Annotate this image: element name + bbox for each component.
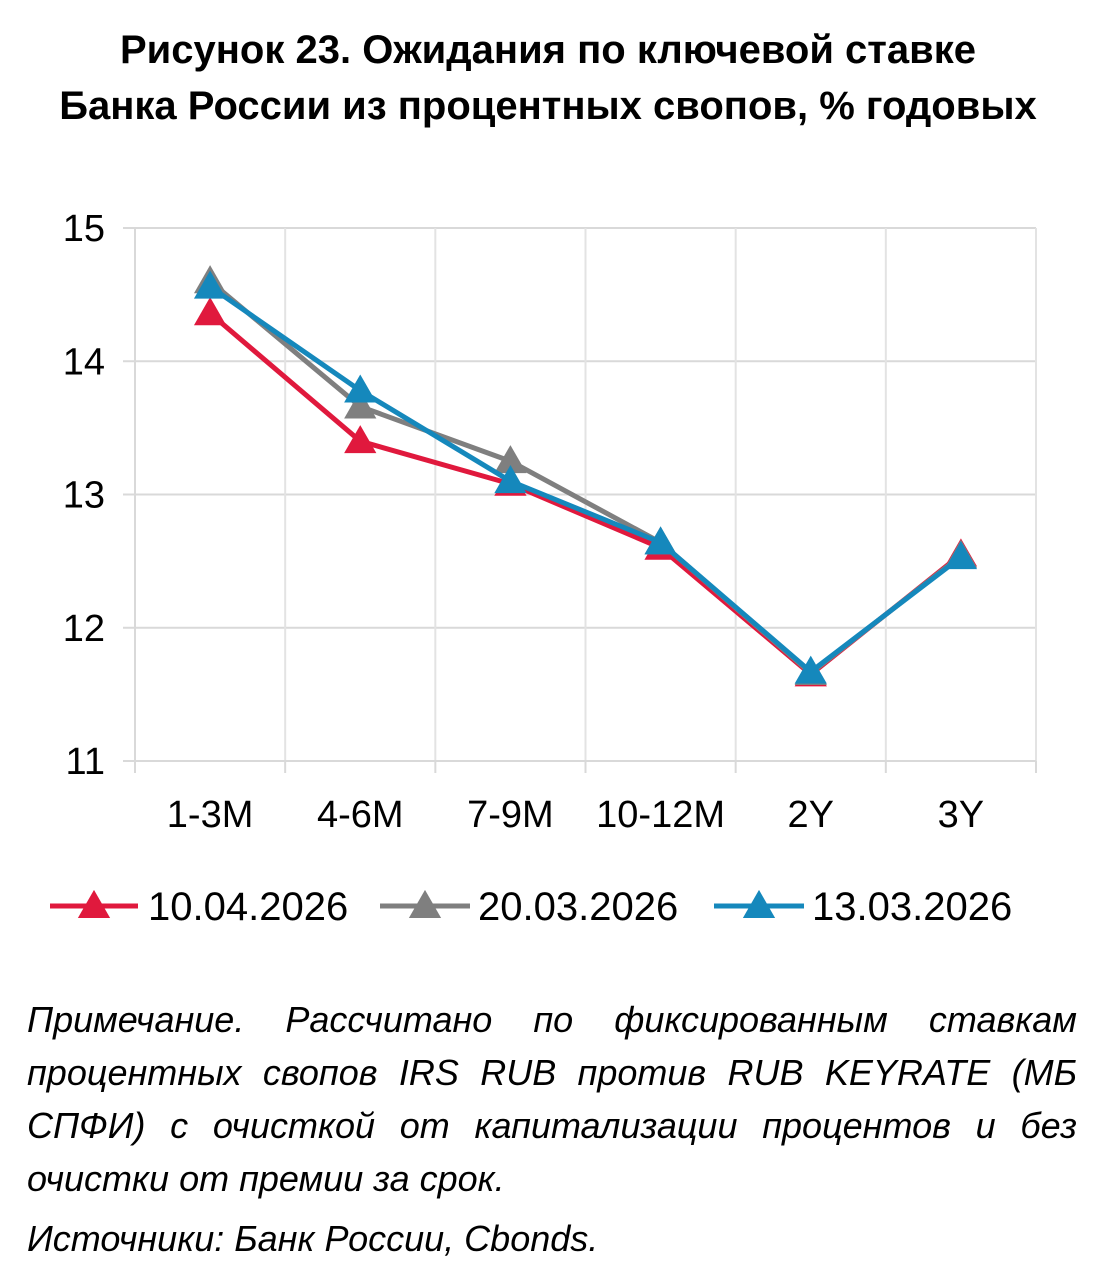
data-point-marker [344,374,377,403]
chart-title: Рисунок 23. Ожидания по ключевой ставке … [0,22,1096,134]
legend-label: 13.03.2026 [812,885,1012,929]
series-line [208,284,963,675]
chart-title-line-2: Банка России из процентных свопов, % год… [59,84,1037,128]
legend-item: 13.03.2026 [714,885,1012,929]
series-lines [193,265,978,687]
y-tick-label: 12 [63,608,105,650]
legend: 10.04.2026 20.03.2026 13.03.2026 [50,885,1012,929]
data-point-marker [193,297,227,326]
x-tick-label: 4-6M [317,794,404,836]
chart-note: Примечание. Рассчитано по фиксированным … [27,999,1077,1199]
data-point-marker [344,390,377,419]
x-tick-label: 7-9M [467,794,554,836]
grid-lines [134,227,1037,761]
y-tick-label: 13 [63,475,105,517]
data-point-marker [944,541,978,570]
y-tick-label: 11 [66,741,105,783]
x-tick-label: 1-3M [167,794,254,836]
legend-marker [408,889,442,918]
data-point-marker [494,445,527,474]
data-point-marker [494,465,527,494]
legend-item: 10.04.2026 [50,885,348,929]
data-point-marker [644,526,677,555]
data-point-marker [344,425,377,454]
legend-marker [77,889,111,918]
y-tick-label: 14 [63,341,105,383]
legend-marker [742,889,776,918]
axes [123,227,1037,773]
series-13.03.2026 [193,270,978,684]
chart-title-line-1: Рисунок 23. Ожидания по ключевой ставке [120,28,976,72]
x-tick-label: 3Y [938,794,984,836]
chart-sources: Источники: Банк России, Cbonds. [27,1218,599,1259]
y-tick-label: 15 [63,208,105,250]
data-point-marker [193,270,227,299]
legend-label: 20.03.2026 [478,885,678,929]
legend-label: 10.04.2026 [148,885,348,929]
legend-item: 20.03.2026 [380,885,678,929]
line-chart: 11 12 13 14 15 1-3M 4-6M 7-9M 10-12M 2Y 3Y 10.04.2… [50,208,1037,929]
x-tick-label: 10-12M [596,794,725,836]
data-point-marker [794,655,827,684]
x-tick-label: 2Y [788,794,834,836]
tick-labels: 11 12 13 14 15 1-3M 4-6M 7-9M 10-12M 2Y 3Y [63,208,984,836]
